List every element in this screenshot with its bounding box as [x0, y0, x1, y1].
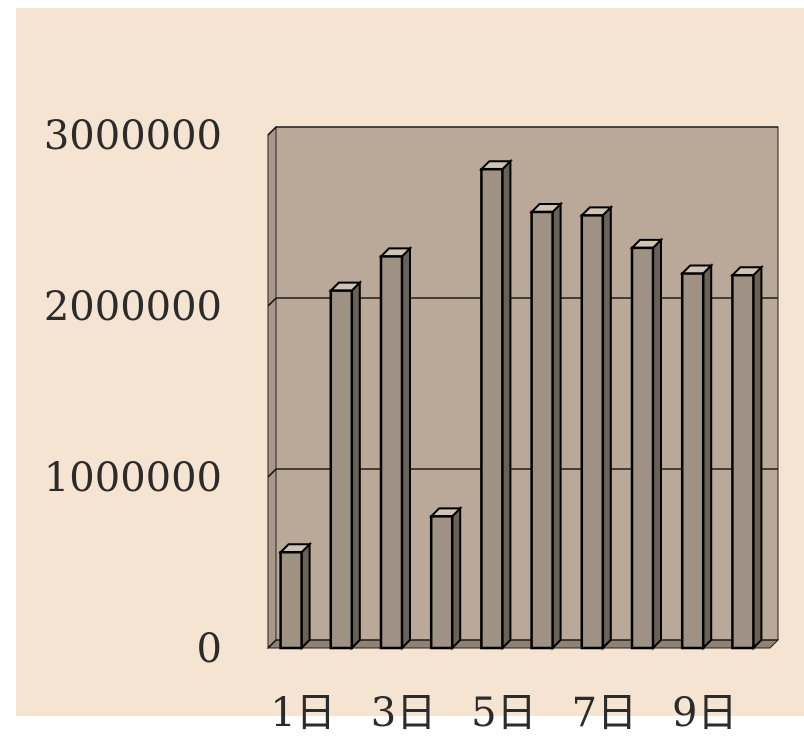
bar	[679, 263, 714, 651]
x-tick-label: 9日	[672, 690, 737, 736]
y-tick-label: 1000000	[44, 455, 222, 501]
bar	[629, 237, 664, 651]
y-tick-label: 0	[197, 626, 222, 672]
x-tick-label: 3日	[371, 690, 436, 736]
x-tick-label: 1日	[270, 690, 335, 736]
x-tick-label: 7日	[572, 690, 637, 736]
plot-area-side-wall	[267, 125, 277, 650]
bar	[729, 264, 764, 651]
bar	[478, 158, 513, 651]
bar	[579, 204, 614, 651]
bar	[278, 541, 313, 651]
x-tick-label: 5日	[471, 690, 536, 736]
y-tick-label: 2000000	[44, 284, 222, 330]
bar	[378, 245, 413, 651]
bar	[428, 505, 463, 651]
bar	[529, 201, 564, 651]
bar	[328, 280, 363, 651]
y-tick-label: 3000000	[44, 113, 222, 159]
gridline	[267, 126, 778, 136]
